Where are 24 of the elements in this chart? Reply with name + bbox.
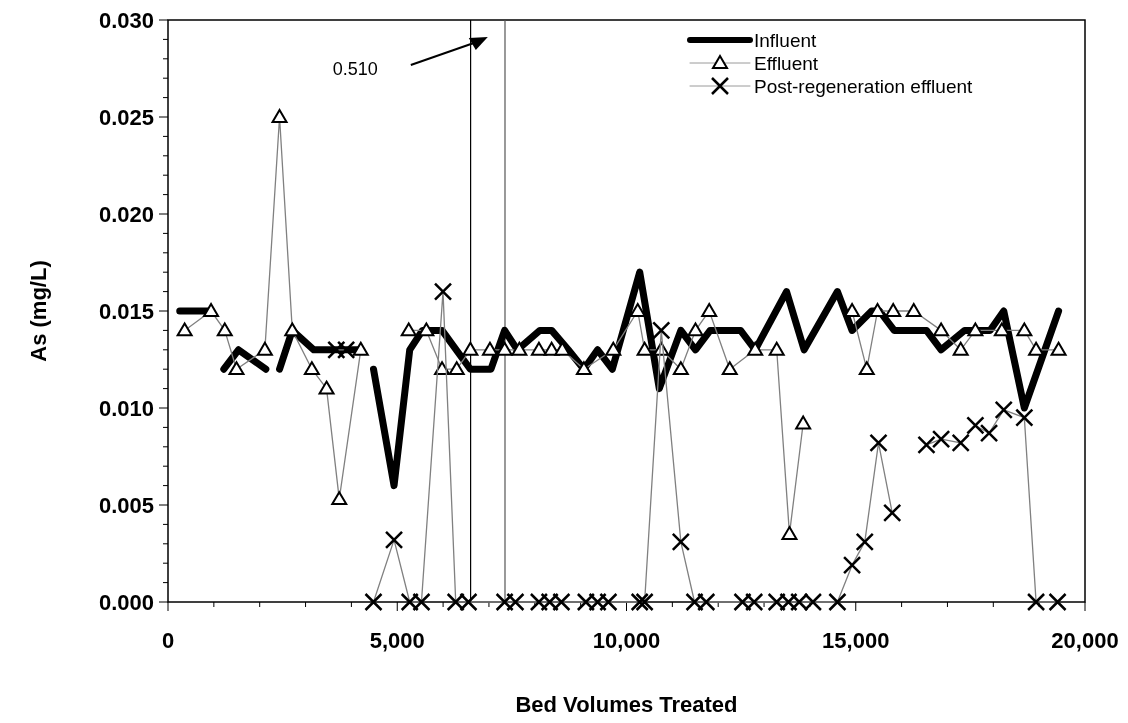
x-tick-label: 10,000 [592,628,661,653]
y-tick-label: 0.005 [98,493,154,518]
x-tick-label: 15,000 [822,628,890,653]
x-tick-label: 20,000 [1051,628,1119,653]
x-tick-label: 0 [161,628,175,653]
y-tick-label: 0.000 [98,590,154,615]
annotation: 0.510 [332,59,378,79]
y-tick-label: 0.020 [98,202,154,227]
legend-label: Post-regeneration effluent [754,76,974,97]
point [284,322,301,337]
y-axis-title: As (mg/L) [26,260,51,362]
point [869,303,886,317]
legend-label: Influent [754,30,818,51]
y-tick-label: 0.010 [98,396,154,421]
x-axis-title: Bed Volumes Treated [515,692,738,717]
x-tick-label: 5,000 [369,628,425,653]
point [203,303,220,317]
point [352,341,369,356]
point [575,361,592,376]
y-tick-label: 0.030 [98,8,154,33]
point [747,341,764,356]
legend-label: Effluent [754,53,819,74]
y-tick-label: 0.025 [98,105,154,130]
y-tick-label: 0.015 [98,299,154,324]
